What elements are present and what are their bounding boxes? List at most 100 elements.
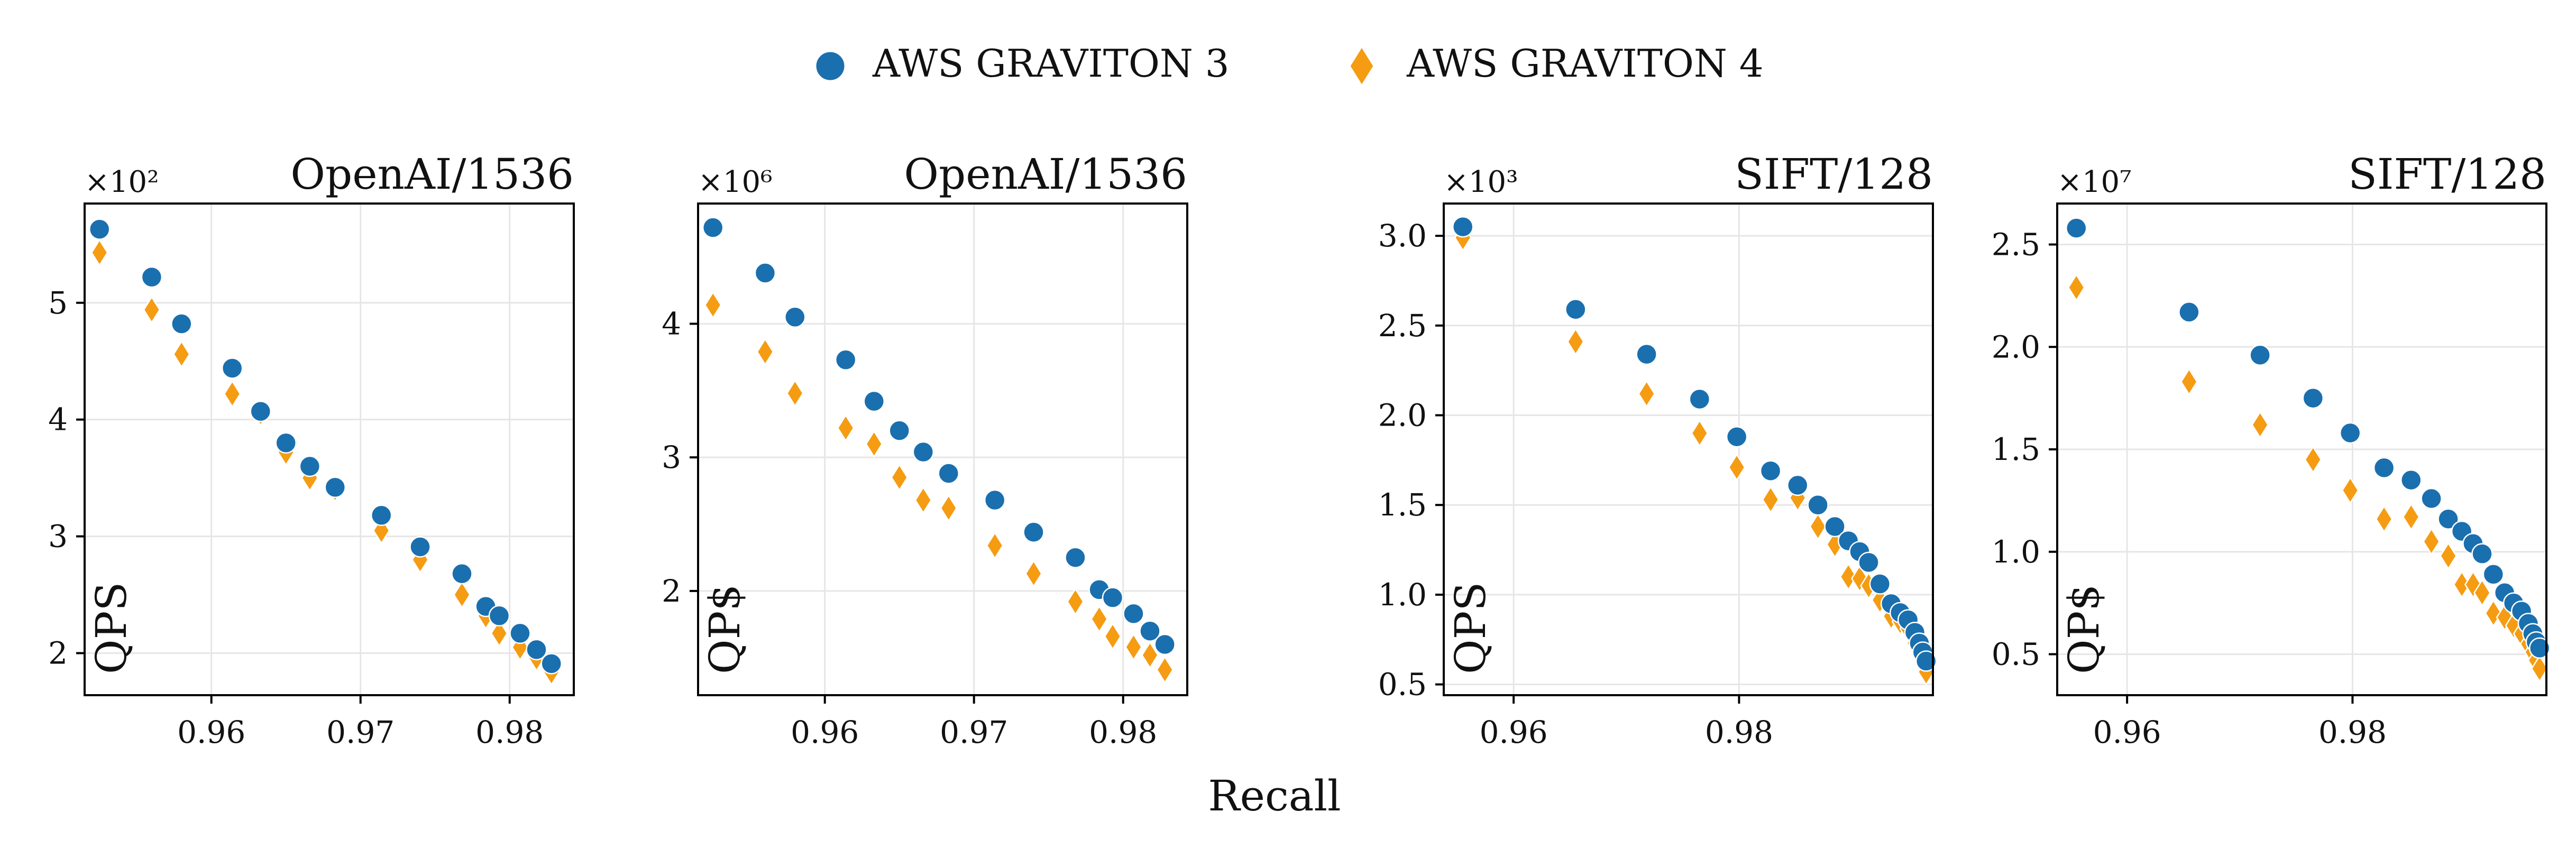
data-point-graviton3 [2482, 564, 2505, 585]
y-axis-label: QP$ [2059, 584, 2109, 674]
data-point-graviton4 [1067, 587, 1084, 616]
x-tick-label: 0.96 [1480, 714, 1548, 750]
data-point-graviton3 [1726, 426, 1748, 448]
data-point-graviton3 [1786, 474, 1809, 496]
x-tick-label: 0.96 [791, 714, 859, 750]
data-point-graviton4 [1025, 559, 1043, 588]
plot-frame [1443, 202, 1934, 696]
panel-4: 0.96 0.98 0.5 1.0 1.5 2.0 2.5 ×10⁷ SIFT/128 QP$ [1992, 150, 2551, 750]
data-point-graviton4 [891, 463, 909, 492]
data-point-graviton4 [1691, 419, 1709, 447]
data-point-graviton4 [2341, 476, 2359, 504]
panel-title: OpenAI/1536 [904, 150, 1187, 199]
data-point-graviton3 [2065, 217, 2087, 239]
data-point-graviton4 [786, 379, 804, 408]
x-axis-label: Recall [1208, 771, 1341, 820]
data-point-graviton3 [540, 653, 562, 675]
data-point-graviton3 [250, 400, 272, 422]
data-point-graviton3 [2373, 457, 2395, 479]
x-tick-label: 0.96 [177, 714, 245, 750]
data-point-graviton3 [171, 313, 192, 335]
data-point-graviton4 [1125, 633, 1142, 661]
x-tick-label: 0.98 [2318, 714, 2387, 750]
data-point-graviton4 [1809, 512, 1827, 541]
data-point-graviton3 [888, 420, 910, 441]
x-tick-label: 0.97 [326, 714, 395, 750]
panel-3: 0.96 0.98 0.5 1.0 1.5 2.0 2.5 3.0 ×10³ SIFT/128 QP… [1378, 150, 1937, 750]
data-point-graviton4 [986, 531, 1004, 560]
data-point-graviton3 [2178, 301, 2200, 323]
panel-title: SIFT/128 [2348, 150, 2546, 199]
data-point-graviton3 [835, 349, 857, 371]
data-point-graviton3 [2528, 637, 2551, 659]
y-tick-label: 1.5 [1378, 487, 1427, 523]
data-point-graviton3 [1123, 603, 1144, 625]
y-tick-label: 1.0 [1992, 534, 2040, 570]
data-point-graviton4 [1839, 562, 1857, 591]
y-tick-label: 2.5 [1992, 227, 2040, 263]
data-point-graviton3 [1869, 573, 1891, 595]
data-point-graviton4 [1566, 327, 1584, 356]
data-point-graviton3 [863, 390, 885, 412]
plot-frame [697, 202, 1188, 696]
data-point-graviton3 [1065, 547, 1086, 568]
data-point-graviton4 [865, 430, 883, 458]
data-point-graviton3 [488, 605, 510, 627]
data-point-graviton4 [2304, 446, 2322, 474]
data-point-graviton3 [1636, 343, 1657, 365]
data-point-graviton4 [2531, 654, 2549, 682]
y-tick-label: 3.0 [1378, 218, 1427, 254]
y-axis-label: QPS [87, 582, 136, 674]
panel-1: 0.96 0.97 0.98 2 3 4 5 ×10² OpenAI/1536 QPS [48, 150, 575, 750]
data-point-graviton3 [451, 563, 473, 585]
y-tick-label: 2.5 [1378, 308, 1427, 344]
data-point-graviton3 [526, 639, 547, 661]
data-point-graviton3 [1452, 216, 1474, 238]
data-point-graviton3 [754, 262, 776, 284]
data-point-graviton4 [1156, 656, 1174, 684]
panel-2: 0.96 0.97 0.98 2 3 4 ×10⁶ OpenAI/1536 QP$ [662, 150, 1188, 750]
y-axis-multiplier: ×10⁷ [2057, 165, 2132, 199]
panel-title: OpenAI/1536 [290, 150, 574, 199]
plot-frame [84, 202, 575, 696]
y-tick-label: 0.5 [1992, 636, 2040, 672]
data-point-graviton4 [1728, 453, 1746, 482]
data-point-graviton4 [1104, 622, 1122, 651]
legend-label-graviton3: AWS GRAVITON 3 [872, 41, 1230, 86]
legend-marker-diamond [1349, 45, 1375, 87]
data-point-graviton4 [837, 414, 855, 442]
y-axis-label: QPS [1446, 582, 1495, 674]
data-point-graviton4 [2440, 542, 2458, 570]
y-axis-label: QP$ [700, 584, 749, 674]
data-point-graviton3 [702, 217, 724, 238]
legend-item-graviton4: AWS GRAVITON 4 [1349, 41, 1764, 87]
y-tick-label: 4 [662, 306, 681, 342]
data-point-graviton3 [1139, 620, 1161, 642]
data-point-graviton3 [1915, 650, 1937, 672]
data-point-graviton3 [1154, 633, 1176, 656]
data-point-graviton4 [704, 291, 722, 319]
data-point-graviton4 [1090, 605, 1108, 633]
data-point-graviton3 [324, 476, 346, 499]
data-point-graviton4 [490, 619, 508, 648]
x-tick-label: 0.98 [1705, 714, 1773, 750]
y-tick-label: 2.0 [1992, 329, 2040, 365]
data-point-graviton4 [756, 338, 774, 366]
data-point-graviton3 [275, 432, 297, 454]
x-tick-label: 0.98 [1089, 714, 1157, 750]
data-point-graviton3 [784, 306, 806, 328]
legend: AWS GRAVITON 3 AWS GRAVITON 4 [814, 41, 1764, 87]
y-tick-label: 1.0 [1378, 577, 1427, 613]
data-point-graviton4 [2251, 411, 2269, 439]
data-point-graviton3 [912, 441, 934, 463]
data-point-graviton3 [370, 504, 392, 527]
data-point-graviton3 [88, 218, 111, 240]
data-point-graviton3 [1858, 551, 1880, 574]
data-point-graviton3 [2339, 422, 2361, 444]
data-point-graviton4 [2180, 367, 2198, 396]
data-point-graviton4 [914, 486, 932, 514]
data-point-graviton4 [1141, 641, 1159, 669]
data-point-graviton4 [2485, 599, 2502, 628]
